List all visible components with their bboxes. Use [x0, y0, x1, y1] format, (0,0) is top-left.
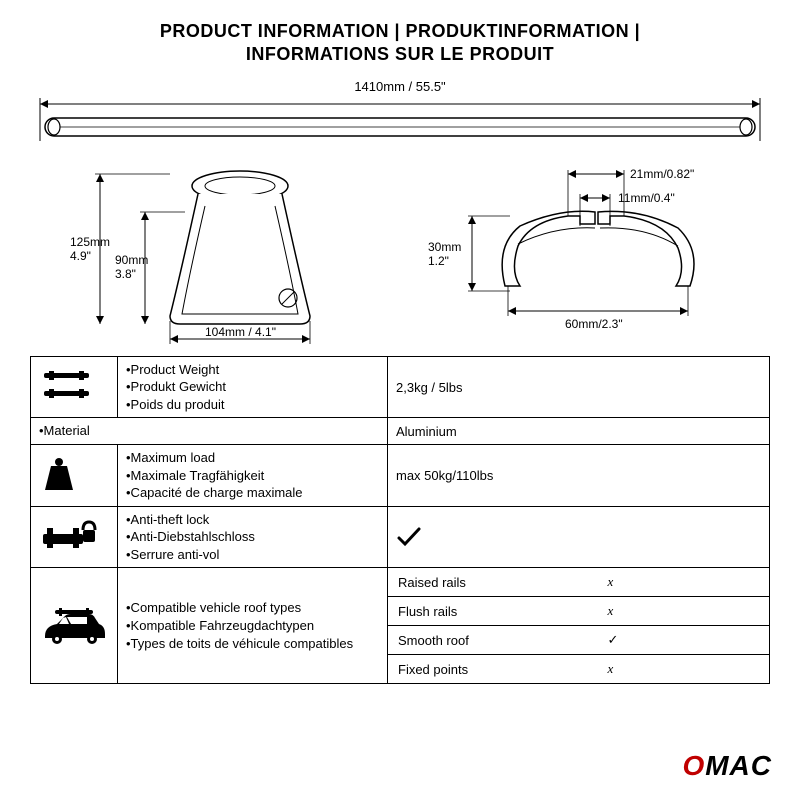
- overall-length-label: 1410mm / 55.5": [30, 79, 770, 94]
- maxload-icon: [31, 444, 118, 506]
- compat-row-3-val: x: [598, 655, 769, 684]
- diagram-area: 1410mm / 55.5" 125mm4.9" 90mm3.8": [30, 79, 770, 346]
- material-value: Aluminium: [388, 418, 770, 445]
- profile-height: 30mm1.2": [428, 240, 461, 268]
- antitheft-value: [388, 506, 770, 568]
- title-line-1: PRODUCT INFORMATION | PRODUKTINFORMATION…: [160, 21, 640, 41]
- foot-width: 104mm / 4.1": [205, 325, 276, 339]
- maxload-labels: •Maximum load •Maximale Tragfähigkeit •C…: [118, 444, 388, 506]
- slot-inner: 11mm/0.4": [618, 191, 675, 205]
- row-maxload: •Maximum load •Maximale Tragfähigkeit •C…: [31, 444, 770, 506]
- compat-row-1-name: Flush rails: [388, 597, 598, 626]
- row-weight: •Product Weight •Produkt Gewicht •Poids …: [31, 356, 770, 418]
- compat-row-0-val: x: [598, 568, 769, 597]
- foot-height-outer: 125mm4.9": [70, 235, 110, 263]
- antitheft-labels: •Anti-theft lock •Anti-Diebstahlschloss …: [118, 506, 388, 568]
- row-compat: •Compatible vehicle roof types •Kompatib…: [31, 568, 770, 684]
- weight-labels: •Product Weight •Produkt Gewicht •Poids …: [118, 356, 388, 418]
- antitheft-icon: [31, 506, 118, 568]
- check-icon: [396, 526, 422, 548]
- compat-icon: [31, 568, 118, 684]
- page-title: PRODUCT INFORMATION | PRODUKTINFORMATION…: [30, 20, 770, 67]
- foot-height-inner: 90mm3.8": [115, 253, 148, 281]
- row-material: •Material Aluminium: [31, 418, 770, 445]
- maxload-value: max 50kg/110lbs: [388, 444, 770, 506]
- profile-width: 60mm/2.3": [565, 317, 623, 331]
- compat-row-2-name: Smooth roof: [388, 626, 598, 655]
- compat-row-1-val: x: [598, 597, 769, 626]
- length-diagram: [30, 96, 770, 146]
- weight-value: 2,3kg / 5lbs: [388, 356, 770, 418]
- compat-row-3-name: Fixed points: [388, 655, 598, 684]
- title-line-2: INFORMATIONS SUR LE PRODUIT: [246, 44, 554, 64]
- slot-outer: 21mm/0.82": [630, 167, 694, 181]
- compat-subtable: Raised railsx Flush railsx Smooth roof✓ …: [388, 568, 770, 684]
- profile-diagram: 21mm/0.82" 11mm/0.4" 30mm1.2": [410, 156, 730, 346]
- compat-row-0-name: Raised rails: [388, 568, 598, 597]
- brand-logo: OMAC: [682, 750, 772, 782]
- material-labels: •Material: [31, 418, 388, 445]
- compat-row-2-val: ✓: [598, 626, 769, 655]
- foot-diagram: 125mm4.9" 90mm3.8" 104mm / 4.1" 104mm / …: [70, 156, 370, 346]
- spec-table: •Product Weight •Produkt Gewicht •Poids …: [30, 356, 770, 684]
- weight-icon: [31, 356, 118, 418]
- compat-labels: •Compatible vehicle roof types •Kompatib…: [118, 568, 388, 684]
- row-antitheft: •Anti-theft lock •Anti-Diebstahlschloss …: [31, 506, 770, 568]
